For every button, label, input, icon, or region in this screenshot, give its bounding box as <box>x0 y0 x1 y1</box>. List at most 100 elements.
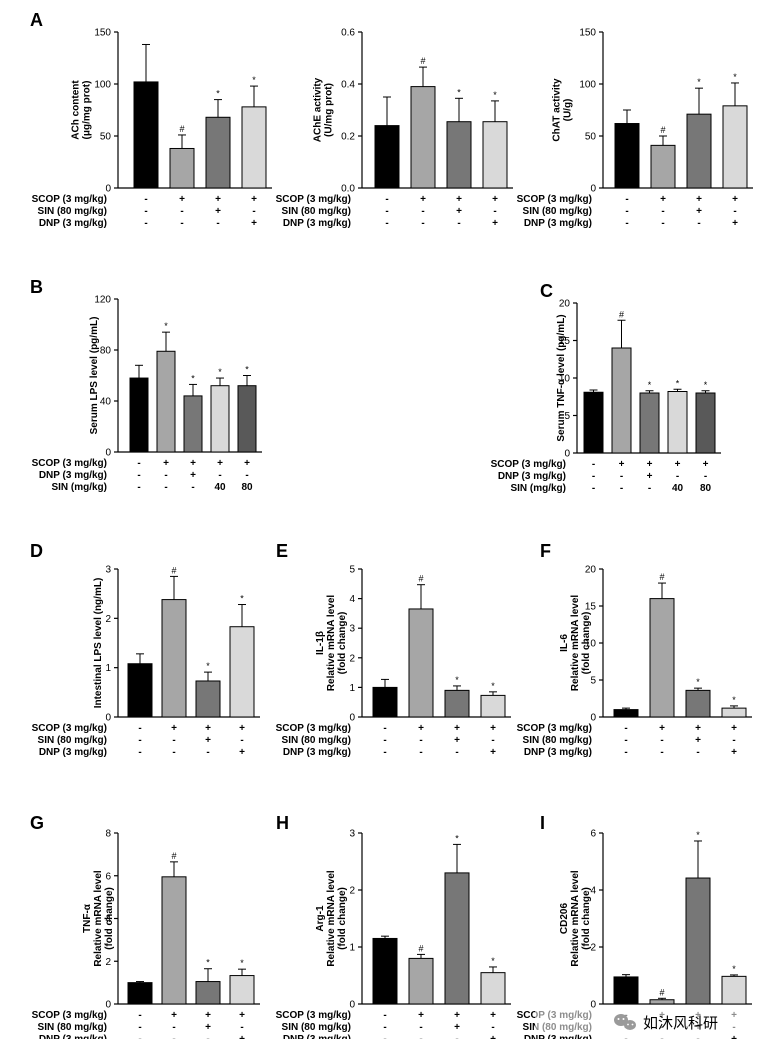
bar <box>237 385 257 453</box>
condition-sign: + <box>732 218 738 229</box>
y-axis-label: (μg/mg prot) <box>82 81 93 140</box>
condition-sign: + <box>205 723 211 734</box>
condition-sign: + <box>490 1034 496 1039</box>
chart-panel-6: E 0 1 2 3 4 5 IL-1β Relative mRNA level (fold cha… <box>276 541 511 758</box>
condition-sign: - <box>383 1022 386 1033</box>
bar <box>129 377 149 453</box>
bar <box>444 872 470 1005</box>
significance-mark: * <box>455 833 459 843</box>
bar <box>649 598 675 718</box>
y-tick-label: 0 <box>590 1000 596 1011</box>
significance-mark: * <box>240 594 244 604</box>
condition-sign: + <box>239 1010 245 1021</box>
bar <box>722 105 748 189</box>
y-tick-label: 15 <box>559 336 571 347</box>
bar <box>695 392 716 454</box>
significance-mark: * <box>697 77 701 87</box>
condition-sign: - <box>592 483 595 494</box>
panel-label: C <box>540 281 553 301</box>
bar <box>229 975 255 1005</box>
y-tick-label: 0 <box>590 184 596 195</box>
condition-sign: + <box>647 471 653 482</box>
watermark: 如沐风科研 <box>535 1009 767 1035</box>
y-tick-label: 0 <box>564 449 570 460</box>
condition-sign: - <box>624 723 627 734</box>
condition-sign: + <box>490 723 496 734</box>
y-axis-label: AChE activity <box>313 77 324 142</box>
y-axis-label: (fold change) <box>581 887 592 950</box>
chart-panel-7: F 0 5 10 15 20 IL-6 Relative mRNA level (fold ch… <box>517 541 752 758</box>
bar <box>127 663 153 718</box>
condition-label: DNP (3 mg/kg) <box>524 747 592 758</box>
y-axis-label: (fold change) <box>337 612 348 675</box>
y-axis-label: ChAT activity <box>552 78 563 142</box>
condition-sign: + <box>179 194 185 205</box>
bar <box>446 121 472 189</box>
y-axis-label: Relative mRNA level <box>326 870 337 967</box>
bar <box>721 707 747 718</box>
condition-sign: - <box>648 483 651 494</box>
condition-sign: - <box>696 747 699 758</box>
y-tick-label: 6 <box>590 829 596 840</box>
y-tick-label: 8 <box>105 829 111 840</box>
condition-label: DNP (3 mg/kg) <box>283 1034 351 1039</box>
condition-sign: + <box>659 723 665 734</box>
condition-sign: + <box>647 459 653 470</box>
condition-label: DNP (3 mg/kg) <box>283 747 351 758</box>
condition-sign: - <box>137 482 140 493</box>
y-axis-label: (fold change) <box>104 887 115 950</box>
condition-sign: - <box>383 735 386 746</box>
condition-sign: + <box>492 194 498 205</box>
condition-sign: - <box>625 206 628 217</box>
condition-sign: - <box>240 1022 243 1033</box>
significance-mark: * <box>216 89 220 99</box>
condition-sign: - <box>240 735 243 746</box>
y-axis-label: Relative mRNA level <box>326 595 337 692</box>
condition-label: SIN (80 mg/kg) <box>282 1022 351 1033</box>
bar <box>372 686 398 718</box>
condition-sign: + <box>703 459 709 470</box>
watermark-backdrop <box>535 1009 767 1035</box>
condition-label: SIN (80 mg/kg) <box>38 206 107 217</box>
y-axis-label: Arg-1 <box>315 905 326 932</box>
condition-sign: - <box>252 206 255 217</box>
condition-sign: + <box>454 1022 460 1033</box>
bar <box>480 972 506 1005</box>
condition-sign: - <box>421 206 424 217</box>
condition-sign: + <box>456 206 462 217</box>
y-tick-label: 5 <box>590 676 596 687</box>
significance-mark: # <box>418 574 423 584</box>
y-tick-label: 50 <box>100 132 112 143</box>
condition-sign: + <box>454 723 460 734</box>
y-tick-label: 100 <box>94 80 111 91</box>
y-axis-label: Intestinal LPS level (ng/mL) <box>93 578 104 709</box>
condition-label: SCOP (3 mg/kg) <box>491 459 566 470</box>
condition-sign: - <box>144 218 147 229</box>
condition-sign: - <box>164 470 167 481</box>
bar <box>229 626 255 718</box>
chart-panel-2: 0 50 100 150 ChAT activity (U/g) # * * SCOP (3 mg… <box>517 28 753 229</box>
condition-label: SIN (80 mg/kg) <box>38 735 107 746</box>
y-tick-label: 1 <box>105 663 111 674</box>
condition-label: DNP (3 mg/kg) <box>524 218 592 229</box>
condition-label: SCOP (3 mg/kg) <box>517 723 592 734</box>
condition-sign: + <box>696 206 702 217</box>
bar <box>408 957 434 1005</box>
y-axis-label: Relative mRNA level <box>570 595 581 692</box>
condition-sign: - <box>696 1034 699 1039</box>
condition-sign: + <box>418 723 424 734</box>
significance-mark: * <box>648 380 652 390</box>
condition-label: SCOP (3 mg/kg) <box>32 194 107 205</box>
y-tick-label: 2 <box>349 653 355 664</box>
condition-sign: 40 <box>214 482 226 493</box>
condition-label: SIN (80 mg/kg) <box>523 206 592 217</box>
bar <box>127 982 153 1005</box>
y-tick-label: 0.4 <box>341 80 355 91</box>
condition-sign: - <box>206 747 209 758</box>
bar <box>613 709 639 718</box>
bar <box>649 999 675 1005</box>
condition-sign: 80 <box>241 482 253 493</box>
condition-sign: + <box>731 1034 737 1039</box>
